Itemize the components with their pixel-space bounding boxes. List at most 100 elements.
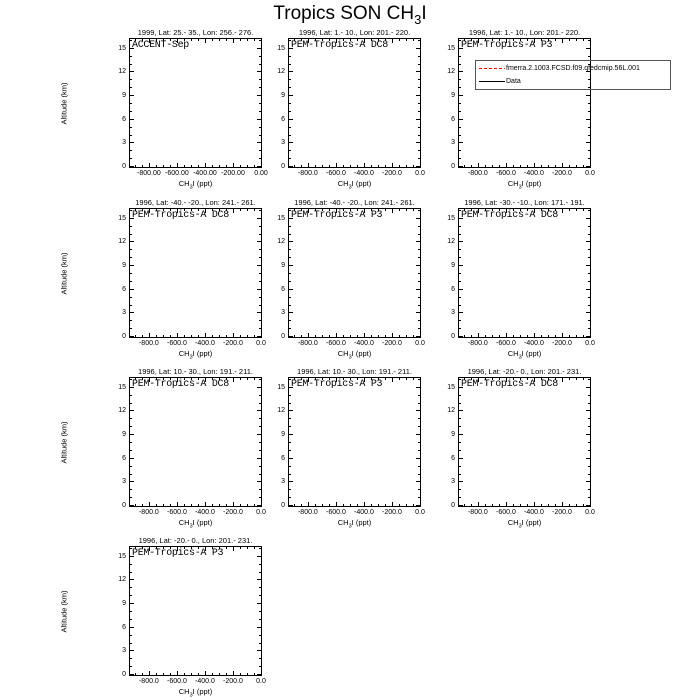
- tick-mark: [335, 39, 337, 43]
- y-tick-label: 3: [451, 309, 455, 317]
- tick-mark: [253, 673, 255, 675]
- tick-mark: [586, 288, 590, 290]
- tick-mark: [232, 163, 234, 167]
- tick-mark: [169, 673, 171, 675]
- x-tick-label: -200.0: [552, 509, 572, 516]
- tick-mark: [561, 209, 563, 213]
- tick-mark: [259, 571, 261, 573]
- y-tick-label: 3: [281, 139, 285, 147]
- tick-mark: [588, 126, 590, 128]
- tick-mark: [289, 434, 293, 436]
- tick-mark: [459, 79, 461, 81]
- x-axis-title: CH3I (ppt): [130, 179, 261, 191]
- tick-mark: [259, 320, 261, 322]
- tick-mark: [239, 165, 241, 167]
- tick-mark: [582, 209, 584, 211]
- tick-mark: [459, 241, 463, 243]
- tick-mark: [384, 504, 386, 506]
- tick-mark: [533, 209, 535, 213]
- tick-mark: [289, 481, 293, 483]
- tick-mark: [416, 336, 420, 337]
- tick-mark: [289, 402, 291, 404]
- tick-mark: [526, 504, 528, 506]
- tick-mark: [370, 504, 372, 506]
- tick-mark: [575, 504, 577, 506]
- x-axis-title-subscript: 3: [348, 354, 352, 361]
- tick-mark: [586, 166, 590, 167]
- tick-mark: [470, 378, 472, 380]
- tick-mark: [197, 165, 199, 167]
- tick-mark: [412, 165, 414, 167]
- page-title: Tropics SON CH3I: [0, 3, 700, 27]
- tick-mark: [259, 296, 261, 298]
- tick-mark: [289, 150, 291, 152]
- tick-mark: [253, 39, 255, 41]
- x-axis-title: CH3I (ppt): [459, 518, 590, 530]
- y-tick-label: 15: [277, 383, 285, 391]
- tick-mark: [519, 378, 521, 380]
- tick-mark: [418, 233, 420, 235]
- tick-mark: [130, 257, 132, 259]
- x-tick-label: -800.0: [467, 509, 488, 516]
- tick-mark: [257, 481, 261, 483]
- tick-mark: [418, 426, 420, 428]
- tick-mark: [253, 165, 255, 167]
- tick-mark: [218, 504, 220, 506]
- tick-mark: [130, 39, 132, 41]
- x-tick-label: -600.0: [325, 509, 346, 516]
- tick-mark: [169, 209, 171, 211]
- y-tick-label: 12: [277, 407, 285, 415]
- tick-mark: [418, 304, 420, 306]
- tick-mark: [204, 378, 206, 382]
- tick-mark: [590, 378, 591, 382]
- tick-mark: [321, 165, 323, 167]
- x-tick-label: -600.0: [166, 678, 187, 685]
- tick-mark: [590, 502, 591, 506]
- x-axis-title-text: CH: [507, 179, 519, 188]
- tick-mark: [259, 273, 261, 274]
- tick-mark: [225, 547, 227, 549]
- y-tick-label: 6: [281, 115, 285, 123]
- y-tick-label: 9: [281, 431, 285, 439]
- tick-mark: [289, 265, 293, 267]
- tick-mark: [477, 163, 479, 167]
- y-tick-label: 15: [447, 383, 455, 391]
- tick-mark: [377, 378, 379, 380]
- tick-mark: [582, 39, 584, 41]
- x-tick-label: -400.00: [193, 170, 217, 177]
- axis-ticks: [459, 378, 591, 506]
- legend-entry-model: fmerra.2.1003.FCSD.f09.qfedcmip.56L.001: [479, 62, 667, 75]
- tick-mark: [561, 378, 563, 382]
- tick-mark: [588, 63, 590, 65]
- tick-mark: [257, 312, 261, 314]
- x-tick-label: -800.0: [297, 170, 318, 177]
- tick-mark: [416, 505, 420, 506]
- y-tick-label: 9: [122, 262, 126, 270]
- tick-mark: [134, 673, 136, 675]
- tick-mark: [418, 473, 420, 475]
- tick-mark: [130, 103, 132, 104]
- tick-mark: [588, 304, 590, 306]
- axis-ticks: [130, 547, 262, 675]
- tick-mark: [370, 378, 372, 380]
- tick-mark: [246, 39, 248, 41]
- tick-mark: [141, 673, 143, 675]
- tick-mark: [335, 163, 337, 167]
- y-tick-label: 15: [277, 44, 285, 52]
- tick-mark: [259, 158, 261, 160]
- tick-mark: [162, 209, 164, 211]
- x-axis-title-suffix: I (ppt): [351, 179, 372, 188]
- tick-mark: [418, 63, 420, 65]
- tick-mark: [459, 142, 463, 144]
- tick-mark: [130, 603, 134, 605]
- tick-mark: [162, 165, 164, 167]
- x-axis-title-subscript: 3: [518, 354, 522, 361]
- y-tick-label: 9: [451, 431, 455, 439]
- y-axis-title: Altitude (km): [58, 39, 70, 167]
- x-axis-title-subscript: 3: [189, 184, 193, 191]
- tick-mark: [498, 209, 500, 211]
- tick-mark: [588, 225, 590, 227]
- tick-mark: [289, 95, 293, 97]
- tick-mark: [232, 671, 234, 675]
- panel-plot-box: 1996, Lat: 10.- 30., Lon: 191.- 211. Alt…: [60, 367, 266, 530]
